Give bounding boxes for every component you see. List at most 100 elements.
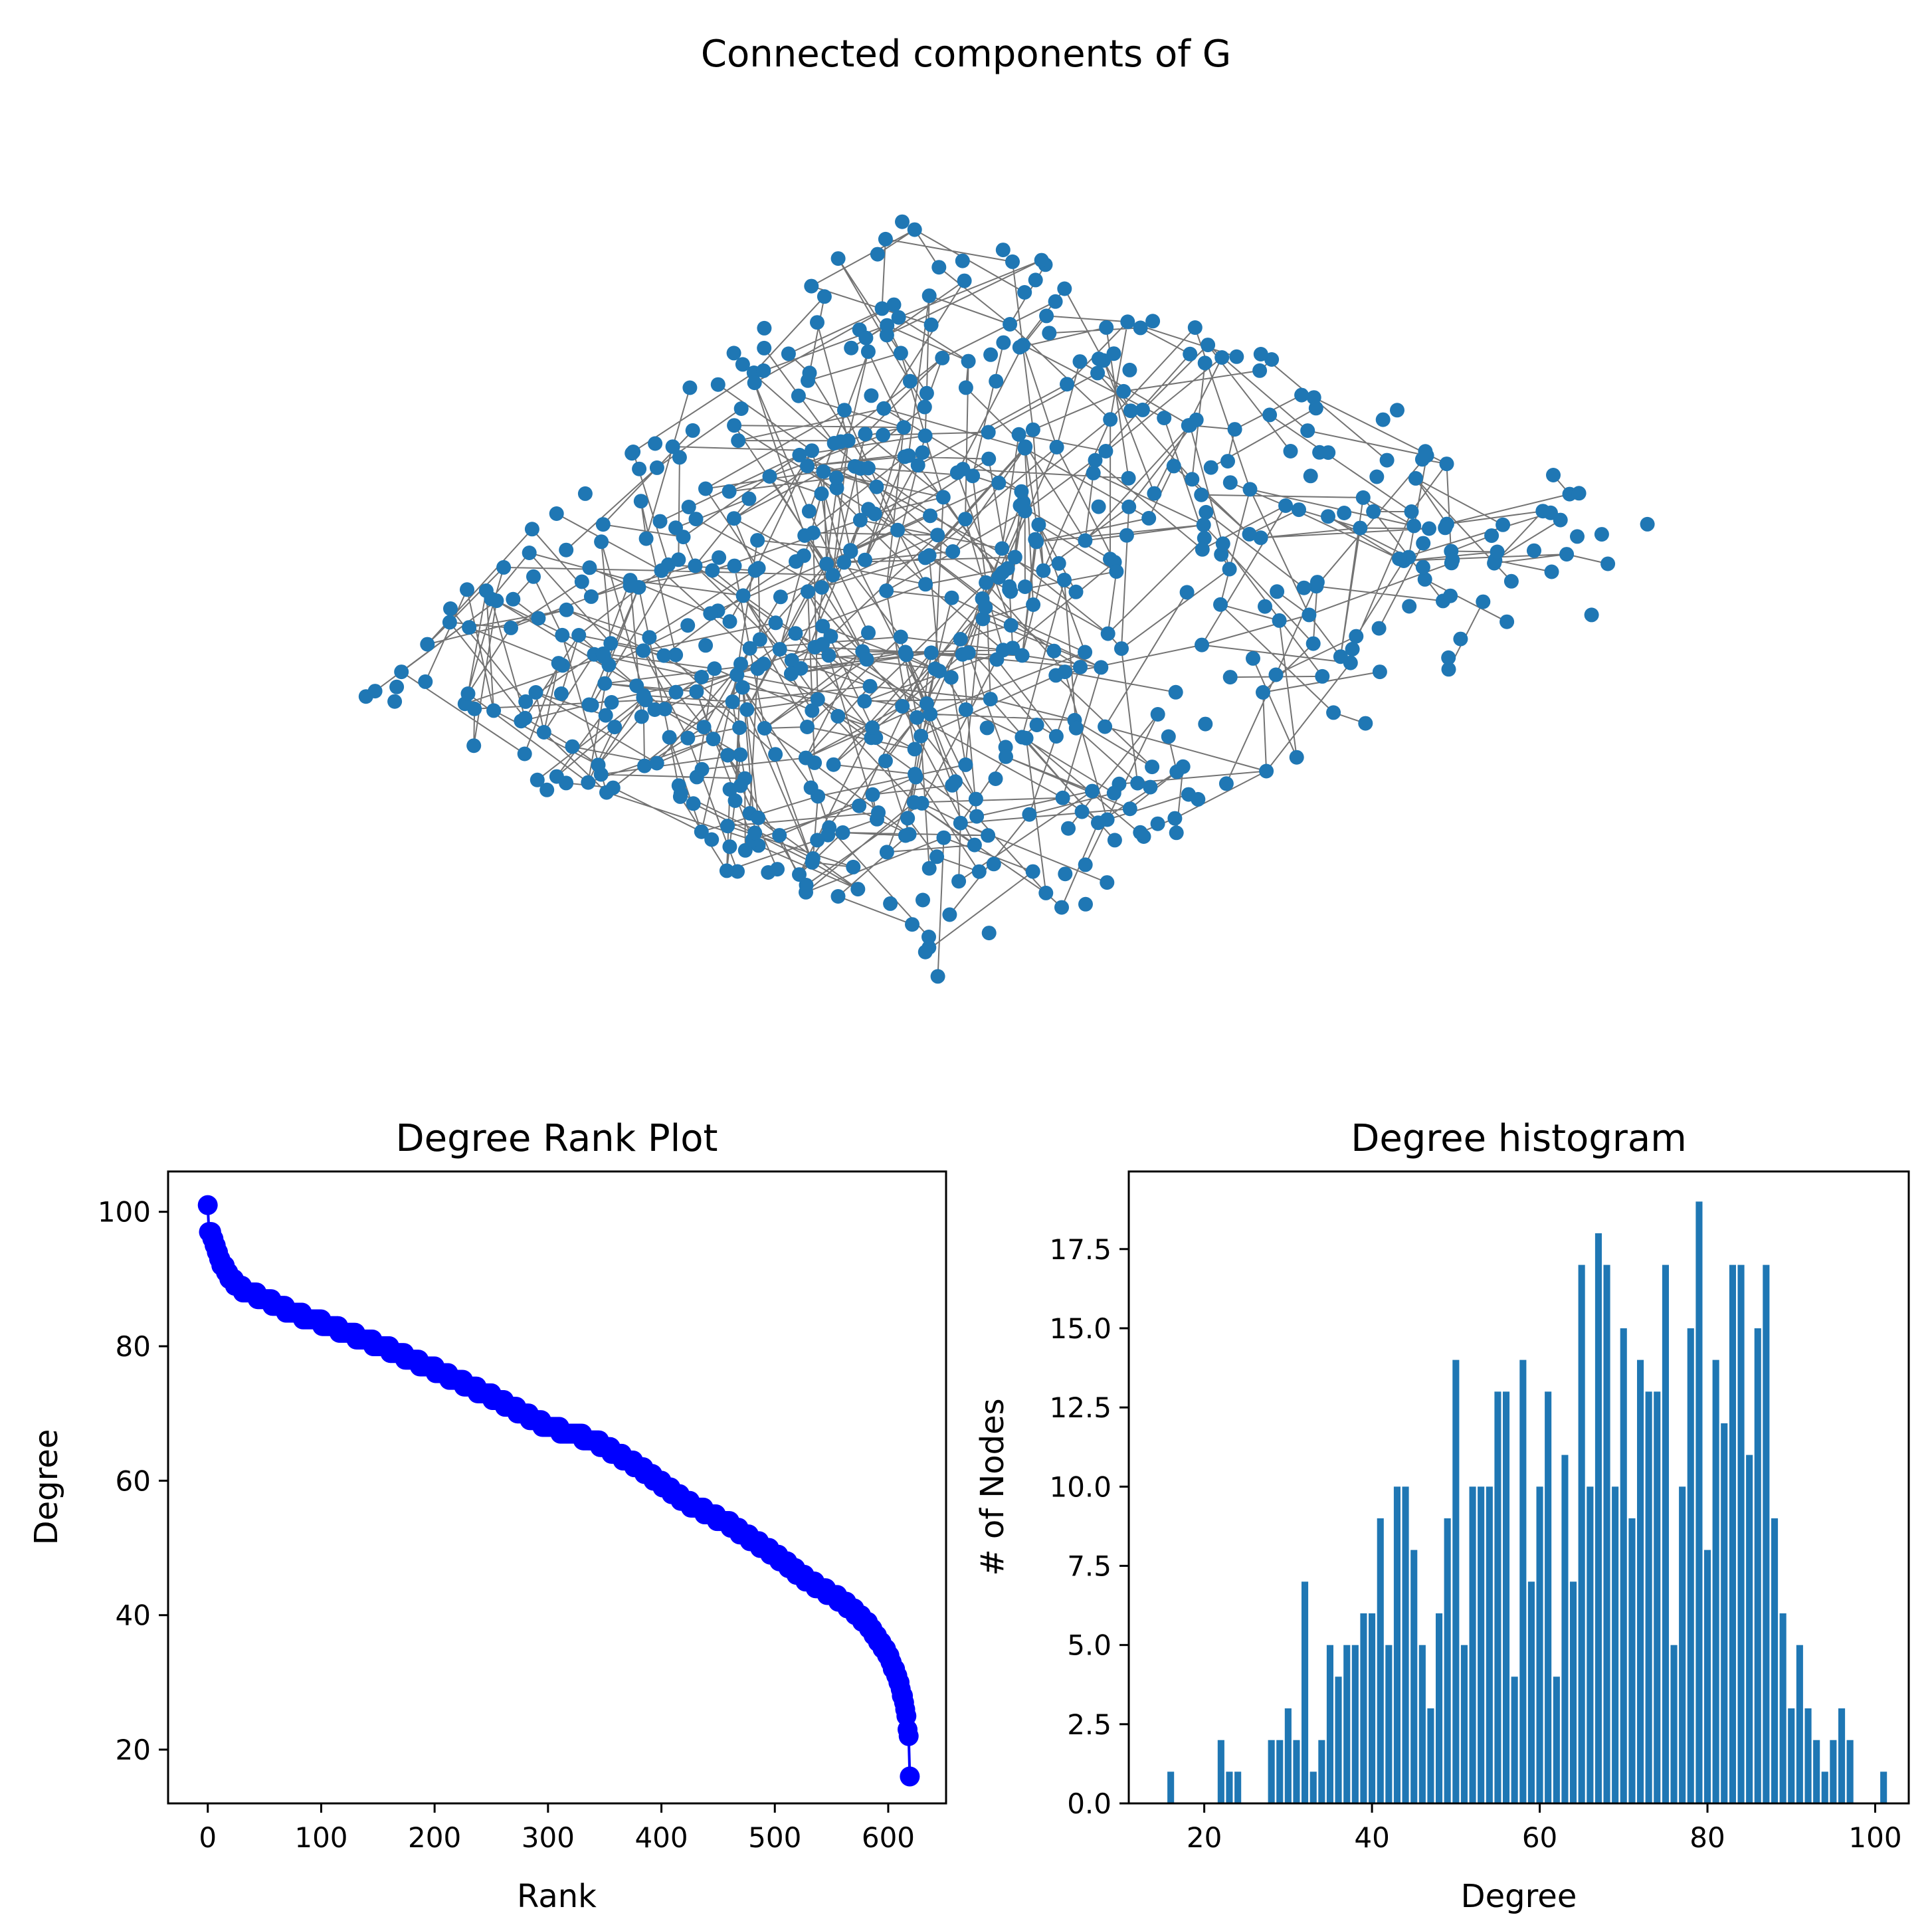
histogram-bar [1360,1613,1367,1803]
network-node [936,830,951,845]
network-node [1441,662,1456,677]
network-node [1349,629,1364,644]
network-node [930,969,945,984]
network-node [722,614,737,629]
network-node [929,849,945,864]
network-node [694,670,709,684]
network-node [596,649,611,664]
histogram-bar [1217,1740,1224,1803]
network-node [731,433,746,449]
network-node [1072,354,1088,369]
network-node [1222,475,1238,490]
network-node [1091,815,1106,831]
network-node [803,780,819,795]
network-node [737,843,753,858]
rank-y-tick-label: 100 [98,1196,151,1229]
network-node [931,260,947,275]
network-node [981,451,997,466]
network-node [995,243,1011,258]
network-node [923,317,939,332]
hist-y-tick-label: 0.0 [1067,1787,1111,1820]
network-node [1375,412,1391,427]
hist-y-tick-label: 12.5 [1049,1391,1111,1424]
network-node [1049,439,1064,455]
network-node [685,423,700,438]
network-node [524,522,539,537]
network-node [988,771,1003,786]
histogram-bar [1469,1486,1476,1803]
network-node [1222,561,1237,577]
network-node [1308,401,1323,416]
network-node [921,860,937,876]
network-node [1022,807,1037,822]
network-node [864,388,879,403]
network-node [1046,643,1062,658]
network-node [918,550,933,565]
network-node [1289,750,1304,765]
histogram-bar [1418,1645,1426,1803]
network-node [1119,528,1134,543]
network-node [1197,530,1212,546]
network-node [805,443,819,458]
network-node [981,828,996,843]
network-node [1039,308,1054,324]
network-node [883,896,898,911]
network-node [865,720,880,735]
network-node [1048,294,1063,309]
network-node [961,645,976,660]
histogram-bar [1427,1708,1434,1803]
network-node [595,517,611,532]
network-node [798,750,813,765]
network-node [815,637,830,652]
histogram-bar [1478,1486,1485,1803]
network-node [1345,641,1360,657]
network-node [919,696,934,711]
network-node [1252,363,1268,378]
network-node [968,791,983,807]
network-node [1439,456,1454,472]
network-node [522,546,537,560]
network-node [869,479,884,494]
network-node [957,273,972,288]
network-node [770,862,785,877]
network-node [636,643,651,658]
network-node [1453,631,1468,647]
network-node [1253,347,1268,361]
network-node [649,756,664,771]
histogram-bar [1737,1264,1745,1803]
hist-x-tick-label: 80 [1690,1821,1725,1854]
network-node [1103,412,1118,427]
network-node [1546,468,1561,482]
network-node [858,330,874,346]
network-node [890,522,906,538]
network-node [732,720,747,736]
network-node [955,253,970,268]
network-node [689,684,704,699]
network-node [1337,506,1352,520]
network-node [804,278,819,294]
histogram-bar [1377,1518,1384,1803]
network-node [1085,783,1100,799]
network-node [1029,718,1044,732]
network-node [633,494,648,509]
hist-x-tick-label: 40 [1354,1821,1389,1854]
network-node [420,637,435,652]
network-node [896,420,912,435]
network-node [981,425,996,440]
network-node [571,628,587,643]
network-node [742,641,757,656]
network-node [902,373,918,389]
network-node [975,611,991,627]
network-node [636,688,651,703]
network-node [1553,512,1568,528]
network-node [862,678,878,694]
network-node [906,795,921,810]
network-node [727,418,742,433]
network-node [772,828,787,843]
network-node [1392,552,1406,566]
histogram-bar [1788,1708,1795,1803]
network-node [791,388,806,403]
network-node [945,777,960,793]
network-node [860,344,876,359]
network-node [676,530,691,545]
